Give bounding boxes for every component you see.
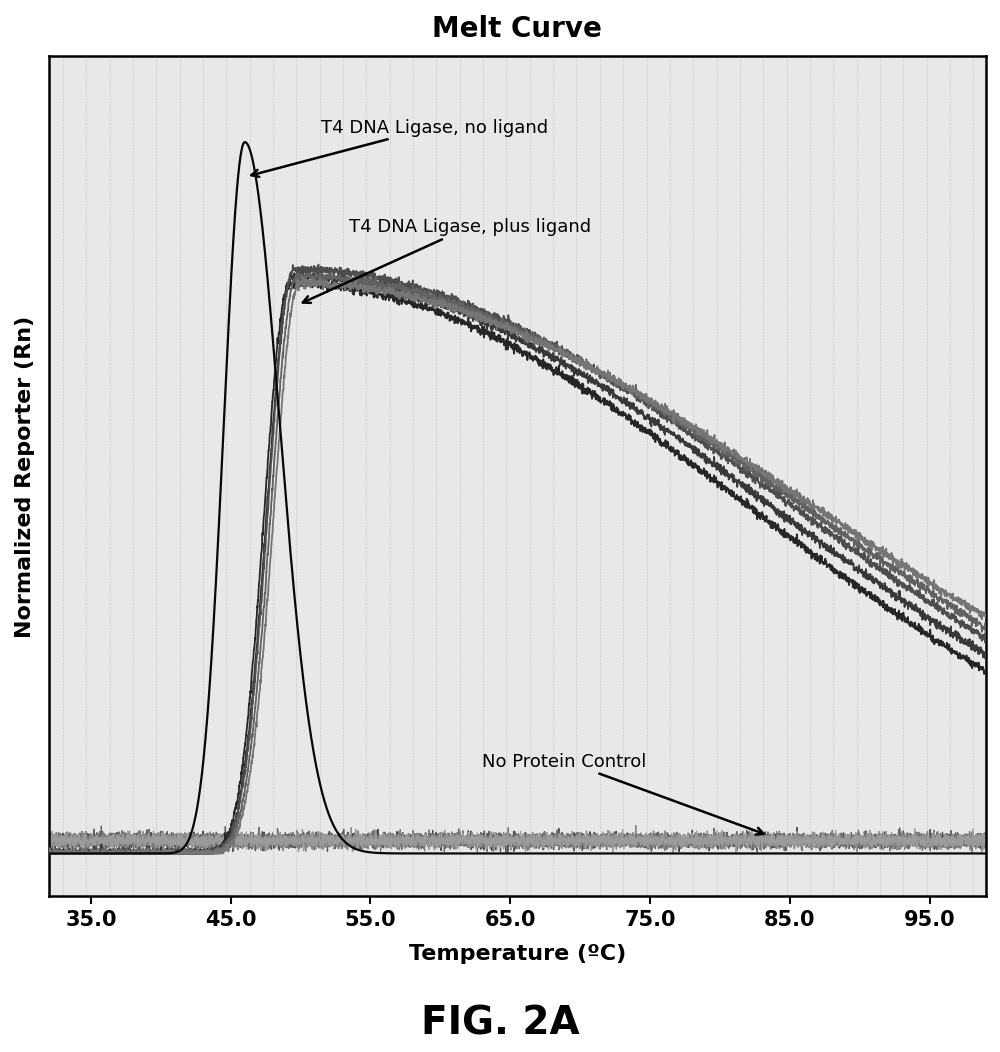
Text: T4 DNA Ligase, no ligand: T4 DNA Ligase, no ligand <box>251 119 548 178</box>
X-axis label: Temperature (ºC): Temperature (ºC) <box>408 944 626 964</box>
Text: No Protein Control: No Protein Control <box>482 752 763 835</box>
Title: Melt Curve: Melt Curve <box>432 15 602 43</box>
Y-axis label: Normalized Reporter (Rn): Normalized Reporter (Rn) <box>15 316 35 638</box>
Text: FIG. 2A: FIG. 2A <box>421 1004 579 1041</box>
Text: T4 DNA Ligase, plus ligand: T4 DNA Ligase, plus ligand <box>303 218 591 304</box>
